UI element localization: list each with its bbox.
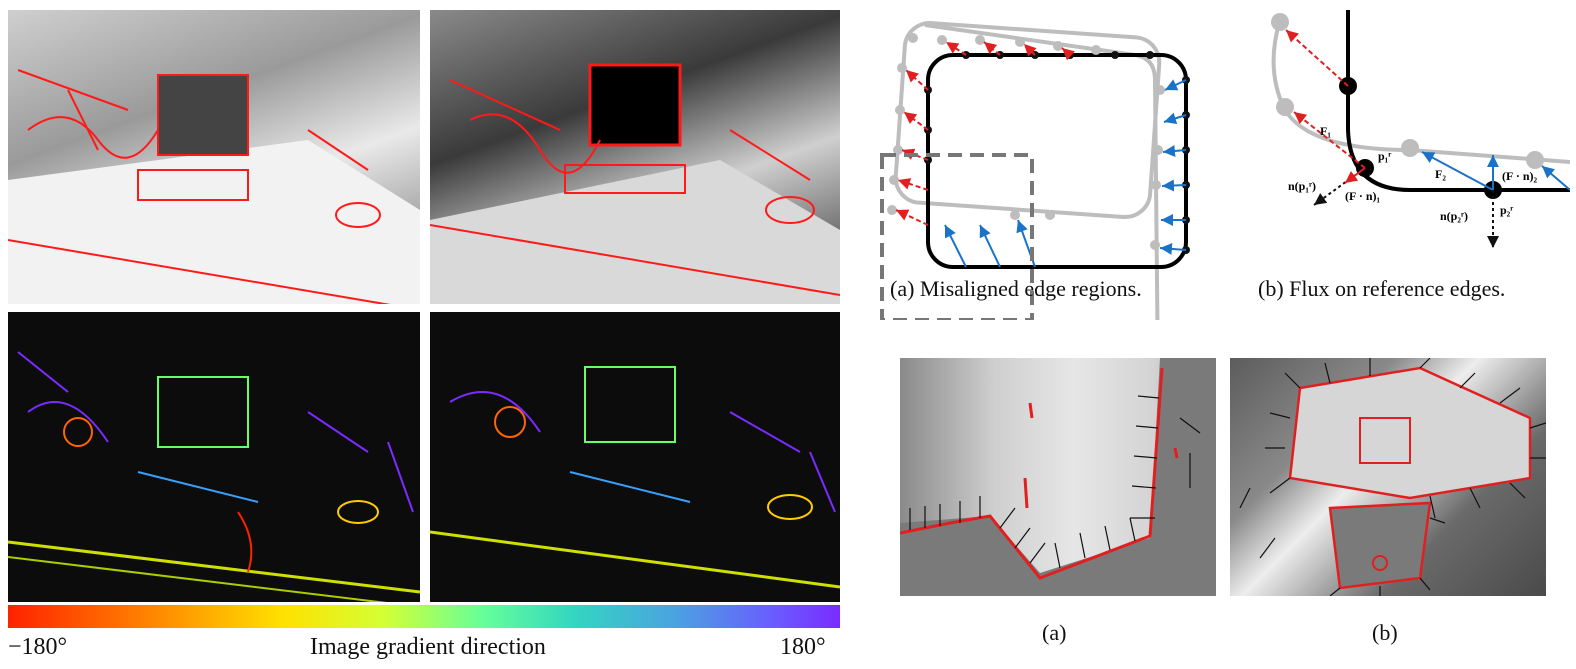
edge-image-top-right (430, 10, 840, 304)
label-fn2: (F · n)₂ (1502, 169, 1538, 183)
label-n-p1: n(p₁ʳ) (1288, 179, 1316, 193)
colorbar-max-label: 180° (780, 634, 826, 660)
gradient-image-bottom-left (8, 312, 420, 602)
misaligned-edge-outline (893, 21, 1162, 220)
edge-overlay-top-right (430, 63, 840, 304)
flux-image-b (1230, 358, 1546, 596)
reference-edge-contour (926, 53, 1188, 269)
flux-image-a (900, 358, 1216, 596)
gradient-overlay-bottom-left (8, 351, 420, 602)
label-p1: p₁ʳ (1378, 149, 1391, 163)
colorbar-title: Image gradient direction (310, 634, 546, 660)
caption-a-bottom: (a) (1042, 620, 1067, 645)
gradient-overlay-bottom-right (430, 366, 840, 589)
label-f2: F₂ (1435, 167, 1446, 181)
gradient-image-bottom-right (430, 312, 840, 602)
label-f1: F₁ (1320, 124, 1331, 138)
edge-image-top-left (8, 10, 420, 304)
diagram-flux-reference-edges: F₁ F₂ p₁ʳ p₂ʳ n(p₁ʳ) n(p₂ʳ) (F · n)₁ (F … (1271, 10, 1570, 248)
caption-a-top: (a) Misaligned edge regions. (890, 276, 1142, 301)
edge-overlay-top-left (8, 69, 420, 304)
colorbar-min-label: −180° (8, 634, 68, 660)
gradient-direction-colorbar (8, 605, 840, 628)
flux-overlay-a (900, 358, 1216, 596)
caption-b-top: (b) Flux on reference edges. (1258, 276, 1506, 301)
label-p2: p₂ʳ (1500, 203, 1513, 217)
caption-b-bottom: (b) (1372, 620, 1398, 645)
flux-overlay-b (1239, 358, 1546, 596)
zoom-region-box (880, 153, 1034, 320)
label-fn1: (F · n)₁ (1345, 189, 1381, 203)
diagram-misaligned-edges (880, 21, 1190, 320)
label-n-p2: n(p₂ʳ) (1440, 209, 1468, 223)
